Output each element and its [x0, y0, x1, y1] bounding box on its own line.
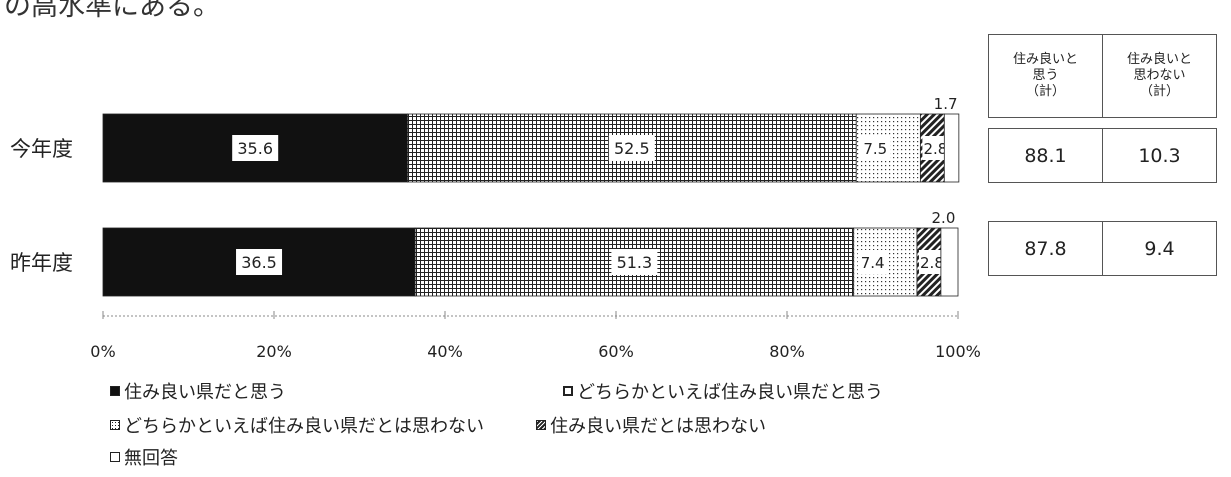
bar-segment [940, 227, 959, 297]
data-label: 2.0 [932, 209, 956, 227]
data-label: 35.6 [237, 139, 273, 158]
legend-label: 無回答 [124, 448, 178, 469]
legend-label: 住み良い県だと思う [124, 382, 286, 403]
summary-cell: 10.3 [1102, 128, 1217, 183]
data-label-box [232, 135, 279, 161]
data-label: 7.4 [861, 254, 885, 272]
legend-label: 住み良い県だとは思わない [550, 416, 766, 437]
summary-cell: 88.1 [988, 128, 1103, 183]
legend-swatch-grid [563, 386, 573, 396]
legend-swatch-blank [110, 452, 120, 462]
data-label: 51.3 [617, 253, 653, 272]
legend-label: どちらかといえば住み良い県だとは思わない [124, 416, 484, 437]
x-tick-label: 60% [598, 342, 634, 361]
data-label: 2.8 [923, 140, 947, 158]
data-label: 2.8 [920, 254, 944, 272]
summary-row-last-year: 87.8 9.4 [988, 221, 1217, 276]
summary-header-agree: 住み良いと 思う （計） [988, 34, 1103, 118]
legend-item-disagree: 住み良い県だとは思わない [536, 412, 766, 438]
data-label-box [857, 250, 888, 274]
summary-row-this-year: 88.1 10.3 [988, 128, 1217, 183]
data-label: 1.7 [934, 95, 958, 113]
x-tick-label: 0% [90, 342, 115, 361]
category-label: 今年度 [10, 137, 73, 161]
legend-item-agree: 住み良い県だと思う [110, 378, 286, 404]
summary-cell: 9.4 [1102, 221, 1217, 276]
legend-swatch-dots [110, 420, 120, 430]
legend-swatch-hatch [536, 420, 546, 430]
data-label-box [236, 249, 283, 275]
data-label: 36.5 [241, 253, 277, 272]
legend-swatch-solid [110, 386, 120, 396]
legend-item-somewhat-agree: どちらかといえば住み良い県だと思う [563, 378, 883, 404]
summary-header-agree-text: 住み良いと 思う （計） [1012, 52, 1078, 99]
data-label-box [860, 136, 891, 160]
summary-cell: 87.8 [988, 221, 1103, 276]
legend-item-somewhat-disagree: どちらかといえば住み良い県だとは思わない [110, 412, 484, 438]
category-label: 昨年度 [10, 251, 73, 275]
summary-header-disagree-text: 住み良いと 思わない （計） [1126, 52, 1192, 99]
summary-header-disagree: 住み良いと 思わない （計） [1102, 34, 1217, 118]
x-tick-label: 80% [769, 342, 805, 361]
summary-table-header: 住み良いと 思う （計） 住み良いと 思わない （計） [988, 34, 1217, 118]
legend-label: どちらかといえば住み良い県だと思う [577, 382, 883, 403]
data-label: 52.5 [614, 139, 650, 158]
x-tick-label: 100% [935, 342, 981, 361]
legend-item-no-answer: 無回答 [110, 444, 178, 470]
stacked-bar-chart: 今年度 35.6 52.5 7.5 2.8 1.7 昨年度 36.5 51.3 7.4 2.8 2.0… [10, 95, 981, 361]
caption-fragment: の高水準にある。 [4, 0, 220, 22]
x-tick-label: 40% [427, 342, 463, 361]
bar-segment [943, 113, 960, 183]
data-label-box [608, 135, 655, 161]
x-tick-label: 20% [256, 342, 292, 361]
data-label: 7.5 [863, 140, 887, 158]
data-label-box [611, 249, 658, 275]
